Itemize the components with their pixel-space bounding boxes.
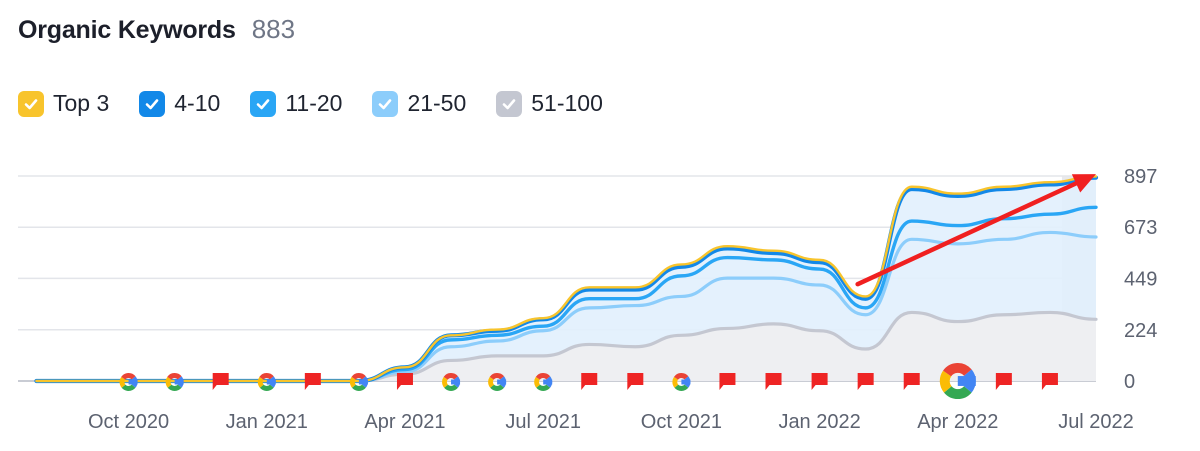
y-tick-label: 897 [1124, 166, 1157, 188]
y-tick-label: 449 [1124, 268, 1157, 290]
x-tick-label: Oct 2020 [88, 411, 169, 433]
flag-icon[interactable] [1041, 373, 1058, 390]
check-icon [145, 98, 159, 109]
legend-checkbox[interactable] [18, 90, 44, 117]
y-tick-label: 673 [1124, 217, 1157, 239]
flag-icon[interactable] [811, 373, 828, 390]
flag-icon[interactable] [304, 373, 321, 390]
legend-item-21-50[interactable]: 21-50 [372, 90, 466, 117]
area-fill-total [36, 176, 1096, 381]
check-icon [502, 98, 516, 109]
flag-icon[interactable] [903, 373, 920, 390]
legend-label: 51-100 [531, 90, 603, 116]
legend-label: 11-20 [285, 90, 343, 116]
google-icon[interactable] [672, 373, 691, 391]
google-icon[interactable] [349, 373, 368, 391]
x-tick-label: Jan 2021 [226, 411, 308, 433]
x-tick-label: Oct 2021 [641, 411, 722, 433]
google-icon[interactable] [257, 373, 276, 391]
legend-item-4-10[interactable]: 4-10 [139, 90, 220, 117]
legend-item-top-3[interactable]: Top 3 [18, 90, 109, 117]
legend-checkbox[interactable] [139, 90, 166, 117]
google-icon[interactable] [442, 373, 461, 391]
check-icon [24, 98, 38, 109]
google-icon[interactable] [534, 373, 553, 391]
legend-label: Top 3 [53, 90, 110, 116]
legend-item-51-100[interactable]: 51-100 [496, 90, 603, 117]
x-tick-label: Apr 2021 [364, 411, 445, 433]
legend-checkbox[interactable] [372, 90, 399, 117]
check-icon [379, 98, 392, 109]
x-tick-label: Apr 2022 [917, 411, 998, 433]
area-fill-51-100 [36, 312, 1096, 381]
flag-icon[interactable] [627, 373, 644, 390]
flag-icon[interactable] [765, 373, 782, 390]
check-icon [257, 98, 270, 109]
flag-icon[interactable] [719, 373, 736, 390]
legend-checkbox[interactable] [496, 90, 523, 117]
chart-title: Organic Keywords [18, 16, 236, 44]
google-icon[interactable] [165, 373, 184, 391]
x-tick-label: Jan 2022 [778, 411, 860, 433]
flag-icon[interactable] [212, 373, 229, 390]
flag-icon[interactable] [995, 373, 1012, 390]
y-tick-label: 0 [1124, 371, 1135, 393]
legend-checkbox[interactable] [250, 90, 277, 117]
y-tick-label: 224 [1124, 320, 1157, 342]
flag-icon[interactable] [396, 373, 413, 390]
legend: Top 3 4-10 11-20 21-50 51-100 [18, 90, 603, 117]
google-icon[interactable] [119, 373, 138, 391]
annotation-markers [119, 363, 1058, 399]
legend-item-11-20[interactable]: 11-20 [250, 90, 342, 117]
header: Organic Keywords 883 [18, 14, 295, 45]
flag-icon[interactable] [857, 373, 874, 390]
legend-label: 21-50 [407, 90, 467, 116]
trend-arrow [855, 174, 1096, 287]
google-icon[interactable] [939, 363, 976, 399]
google-icon[interactable] [488, 373, 507, 391]
x-tick-label: Jul 2022 [1058, 411, 1134, 433]
x-tick-label: Jul 2021 [505, 411, 581, 433]
flag-icon[interactable] [581, 373, 598, 390]
keyword-count: 883 [251, 14, 296, 44]
legend-label: 4-10 [174, 90, 221, 116]
area-fills [36, 176, 1096, 381]
